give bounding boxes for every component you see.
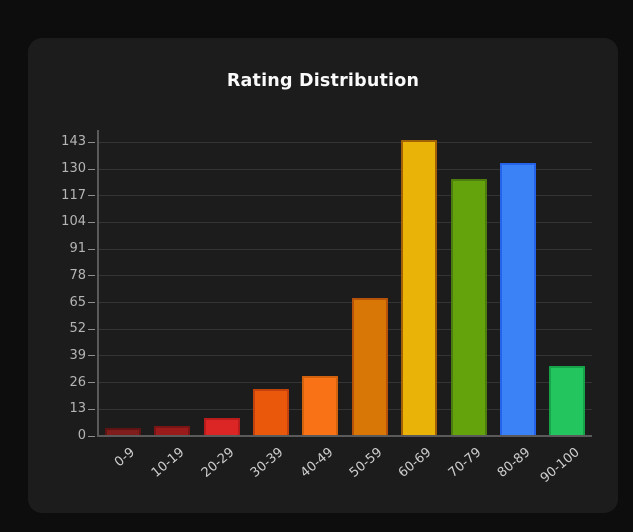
- gridline: [98, 328, 592, 330]
- y-axis-tick-label: 78: [69, 267, 86, 283]
- y-axis-tick-label: 104: [61, 214, 86, 230]
- bar-chart-plot-area: 0 13 26 39 52 65 78 91 104 117 130 143 0-9 10-19 20-29…: [61, 130, 592, 486]
- x-axis-tick-label: 70-79: [445, 445, 485, 481]
- gridline: [98, 168, 592, 170]
- y-axis-tick-label: 91: [69, 241, 86, 257]
- bar-70-79: [450, 179, 487, 436]
- y-axis-line: [97, 130, 99, 437]
- y-axis-tick-label: 52: [69, 321, 86, 337]
- y-axis-tick-mark: [88, 302, 95, 303]
- y-axis-tick-mark: [88, 382, 95, 384]
- bar-30-39: [252, 388, 289, 436]
- x-axis-tick-label: 40-49: [297, 445, 336, 481]
- y-axis-tick-mark: [88, 355, 95, 357]
- y-axis-tick-mark: [88, 168, 95, 170]
- bar-0-9: [104, 427, 141, 436]
- gridline: [98, 408, 592, 410]
- y-axis-tick-label: 0: [77, 428, 86, 443]
- y-axis-tick-mark: [88, 221, 95, 223]
- y-axis-tick-mark: [88, 141, 95, 143]
- y-axis-tick-label: 65: [69, 294, 86, 310]
- y-axis-tick-label: 130: [61, 161, 86, 177]
- bar-50-59: [351, 298, 388, 436]
- y-axis-tick-mark: [88, 435, 95, 437]
- y-axis-tick-mark: [88, 248, 95, 250]
- chart-title: Rating Distribution: [226, 71, 420, 91]
- y-axis-tick-mark: [88, 195, 95, 197]
- gridline: [98, 195, 592, 197]
- bar-80-89: [499, 162, 536, 436]
- x-axis-tick-label: 80-89: [494, 445, 534, 481]
- x-axis-line: [97, 435, 592, 437]
- bar-60-69: [401, 140, 438, 436]
- y-axis-tick-label: 26: [69, 374, 86, 390]
- gridline: [98, 141, 592, 143]
- y-axis-tick-label: 117: [61, 187, 86, 203]
- x-axis-tick-label: 30-39: [247, 445, 287, 481]
- chart-card: Rating Distribution 0 13 26 39 52 65 78 91 104 11…: [28, 38, 618, 513]
- bar-20-29: [203, 417, 240, 436]
- gridline: [98, 221, 592, 223]
- gridline: [98, 275, 592, 277]
- bar-40-49: [302, 376, 339, 436]
- gridline: [98, 248, 592, 250]
- x-axis-tick-label: 10-19: [149, 445, 188, 481]
- bar-10-19: [154, 425, 191, 436]
- gridline: [98, 382, 592, 384]
- y-axis-tick-mark: [88, 275, 95, 277]
- y-axis-tick-label: 39: [69, 347, 86, 363]
- gridline: [98, 355, 592, 357]
- y-axis-tick-mark: [88, 408, 95, 410]
- x-axis-tick-label: 60-69: [396, 445, 435, 481]
- x-axis-tick-label: 90-100: [538, 445, 583, 487]
- y-axis-tick-mark: [88, 328, 95, 330]
- gridline: [98, 302, 592, 303]
- y-axis-tick-label: 143: [61, 134, 86, 150]
- x-axis-tick-label: 0-9: [112, 445, 139, 471]
- y-axis-tick-label: 13: [69, 401, 86, 417]
- x-axis-tick-label: 20-29: [198, 445, 238, 481]
- x-axis-tick-label: 50-59: [346, 445, 386, 481]
- bar-90-100: [549, 366, 586, 436]
